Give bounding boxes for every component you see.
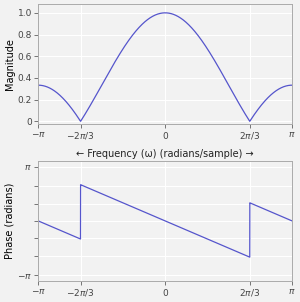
Y-axis label: Magnitude: Magnitude — [5, 38, 15, 90]
Title: ← Frequency (ω) (radians/sample) →: ← Frequency (ω) (radians/sample) → — [76, 149, 254, 159]
Y-axis label: Phase (radians): Phase (radians) — [4, 183, 14, 259]
